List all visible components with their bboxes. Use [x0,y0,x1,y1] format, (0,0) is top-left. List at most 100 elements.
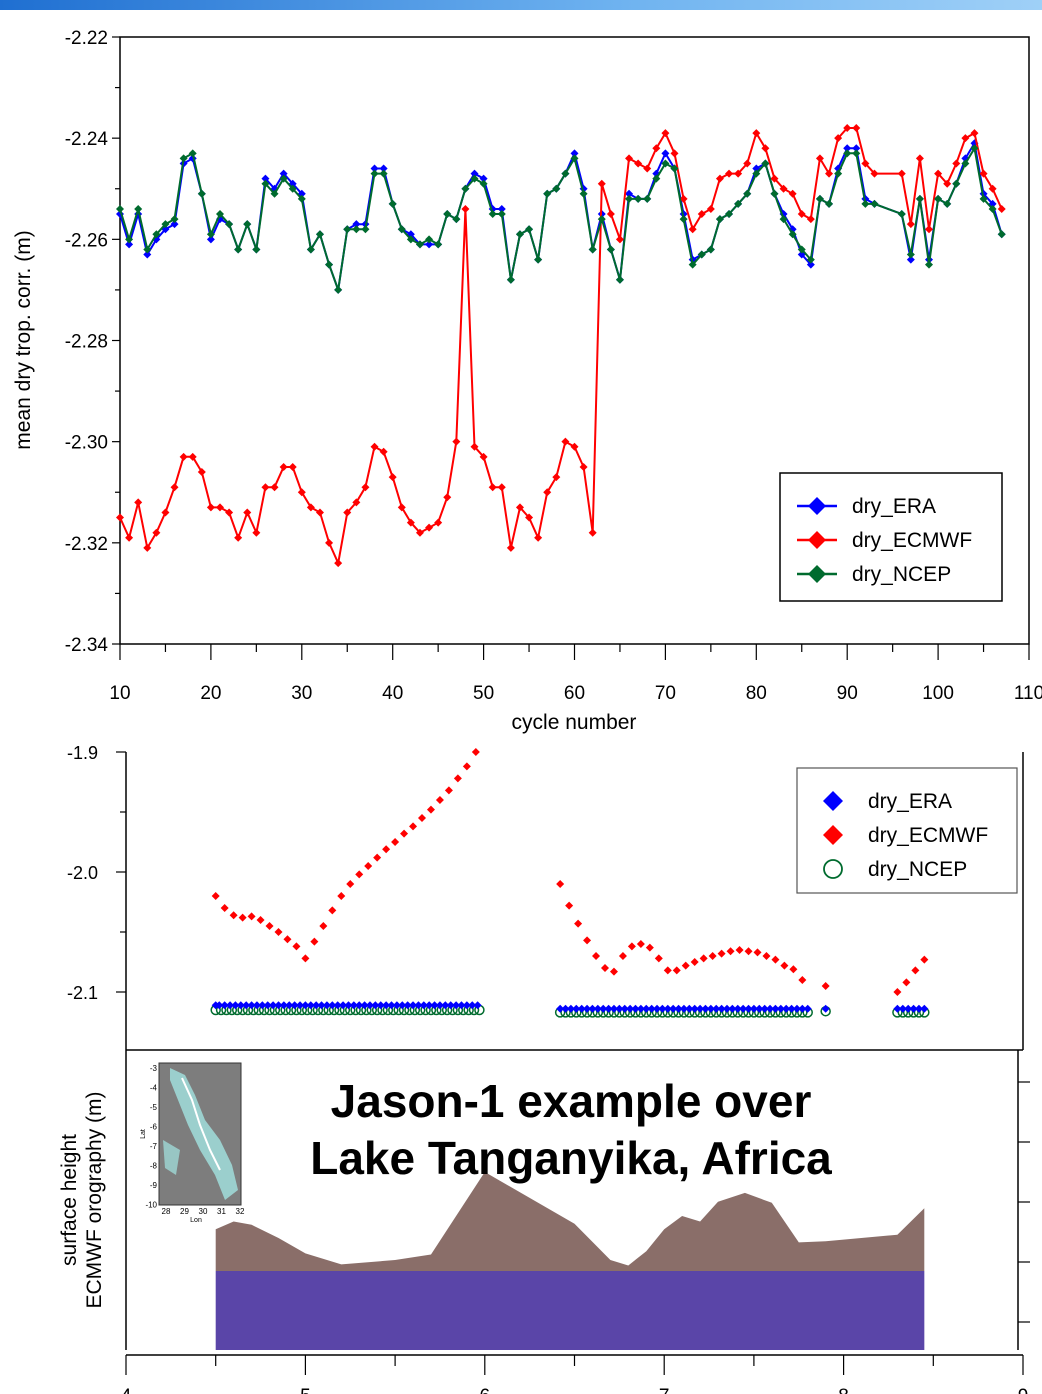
middle-point-dry_ECMWF [645,943,654,952]
middle-point-dry_ERA [409,1001,418,1010]
lake-surface-area [215,1271,925,1350]
middle-point-dry_ERA [914,1004,923,1013]
middle-point-dry_ECMWF [265,922,274,930]
middle-point-dry_ERA [290,1001,299,1010]
middle-point-dry_ECMWF [238,913,247,922]
middle-point-dry_ERA [615,1004,624,1013]
top-point-dry_ERA [806,260,815,269]
top-point-dry_NCEP [634,194,643,203]
top-point-dry_NCEP [897,210,906,219]
bottom-right-ticks [1018,1081,1030,1323]
middle-point-dry_ECMWF [391,838,400,846]
top-point-dry_NCEP [543,189,552,198]
middle-point-dry_ERA [365,1001,374,1010]
top-point-dry_NCEP [988,204,997,213]
middle-point-dry_ECMWF [556,880,565,888]
bottom-x-ticks: 4 5 6 7 8 9 [121,1355,1028,1394]
top-point-dry_NCEP [670,164,679,173]
top-point-dry_NCEP [288,184,297,193]
middle-point-dry_ERA [782,1004,791,1013]
top-point-dry_NCEP [870,199,879,208]
middle-point-dry_ECMWF [821,982,830,990]
top-point-dry_ECMWF [961,134,970,143]
top-point-dry_NCEP [261,179,270,188]
inset-y-tick-label: -9 [150,1181,158,1190]
top-point-dry_ECMWF [643,164,652,173]
top-point-dry_NCEP [470,174,479,183]
top-point-dry_NCEP [161,220,170,229]
middle-point-dry_ERA [376,1001,385,1010]
middle-point-dry_ERA [556,1004,565,1013]
top-point-dry_ERA [570,149,579,158]
top-point-dry_ECMWF [597,179,606,188]
middle-point-dry_ERA [468,1001,477,1010]
top-point-dry_NCEP [270,189,279,198]
top-point-dry_NCEP [706,245,715,254]
top-point-dry_ECMWF [915,154,924,163]
middle-point-dry_ERA [631,1004,640,1013]
middle-point-dry_ERA [792,1004,801,1013]
middle-point-dry_ERA [317,1001,326,1010]
bottom-y-axis-label-line1: surface height [58,1134,81,1266]
middle-point-dry_ERA [285,1001,294,1010]
middle-point-dry_ECMWF [771,955,780,964]
middle-point-dry_ECMWF [471,748,480,756]
middle-point-dry_ERA [798,1004,807,1013]
top-point-dry_ECMWF [506,543,515,552]
top-y-tick-label: -2.30 [65,433,108,454]
middle-point-dry_ERA [577,1004,586,1013]
top-point-dry_ECMWF [625,154,634,163]
middle-y-tick-label: -2.1 [67,983,98,1003]
middle-point-dry_ERA [588,1004,597,1013]
bottom-x-tick-label: 7 [659,1386,670,1394]
top-point-dry_ERA [425,240,434,249]
top-x-tick-label: 70 [655,683,676,704]
top-point-dry_NCEP [434,240,443,249]
middle-point-dry_ECMWF [355,870,364,879]
top-point-dry_NCEP [761,159,770,168]
top-point-dry_NCEP [734,199,743,208]
top-point-dry_ECMWF [761,144,770,153]
top-point-dry_NCEP [952,179,961,188]
middle-point-dry_ERA [441,1001,450,1010]
top-point-dry_NCEP [606,245,615,254]
top-point-dry_ECMWF [588,528,597,537]
top-point-dry_NCEP [815,194,824,203]
middle-point-dry_ECMWF [382,845,391,854]
annotation-title-line1: Jason-1 example over [331,1075,812,1127]
middle-point-dry_ECMWF [672,966,681,975]
top-point-dry_NCEP [788,230,797,239]
middle-point-dry_ERA [701,1004,710,1013]
top-point-dry_ECMWF [897,169,906,178]
middle-point-dry_ERA [231,1001,240,1010]
top-y-tick-label: -2.34 [65,635,109,656]
top-point-dry_ECMWF [179,452,188,461]
middle-point-dry_ECMWF [911,966,920,975]
top-legend-marker [808,531,826,549]
middle-point-dry_ECMWF [418,814,427,822]
middle-y-ticks: -1.9 -2.0 -2.1 [67,743,126,1003]
middle-point-dry_ECMWF [789,965,798,974]
top-point-dry_ECMWF [361,483,370,492]
top-point-dry_ECMWF [388,473,397,482]
middle-legend-label: dry_NCEP [868,858,967,881]
middle-chart: -1.9 -2.0 -2.1 dry_ERA dry_ECMWF dry_NCEP [67,743,1024,1051]
top-point-dry_NCEP [179,154,188,163]
top-point-dry_NCEP [961,159,970,168]
top-point-dry_ECMWF [825,169,834,178]
middle-point-dry_ERA [355,1001,364,1010]
top-point-dry_ECMWF [225,508,234,517]
middle-point-dry_ERA [674,1004,683,1013]
top-point-dry_ECMWF [815,154,824,163]
middle-point-dry_ECMWF [409,822,418,831]
top-point-dry_ECMWF [116,513,124,522]
top-point-dry_NCEP [661,159,670,168]
top-point-dry_NCEP [497,210,506,219]
top-legend-label: dry_ECMWF [852,529,972,552]
top-point-dry_ECMWF [752,129,761,138]
top-point-dry_ECMWF [479,452,488,461]
top-point-dry_ERA [470,169,479,178]
top-point-dry_NCEP [343,225,352,234]
middle-y-tick-label: -1.9 [67,743,98,763]
middle-point-dry_ERA [387,1001,396,1010]
